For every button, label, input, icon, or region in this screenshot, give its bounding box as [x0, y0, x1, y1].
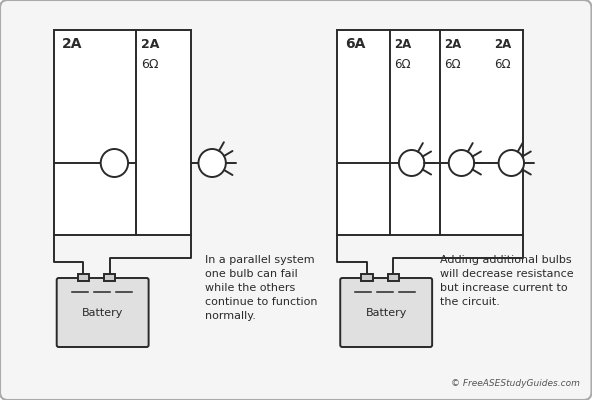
Text: Battery: Battery: [365, 308, 407, 318]
Text: Battery: Battery: [82, 308, 123, 318]
Bar: [338, 30, 523, 235]
Bar: [361, 274, 373, 281]
Circle shape: [499, 150, 524, 176]
Text: 6Ω: 6Ω: [394, 58, 411, 71]
FancyBboxPatch shape: [57, 278, 149, 347]
Text: Adding additional bulbs
will decrease resistance
but increase current to
the cir: Adding additional bulbs will decrease re…: [440, 255, 574, 307]
Text: 2A: 2A: [444, 38, 461, 51]
Text: 2A: 2A: [494, 38, 511, 51]
FancyBboxPatch shape: [340, 278, 432, 347]
Text: 2A: 2A: [62, 37, 82, 51]
Circle shape: [449, 150, 474, 176]
Text: 2A: 2A: [141, 38, 159, 51]
Text: 6Ω: 6Ω: [494, 58, 511, 71]
Circle shape: [198, 149, 226, 177]
Bar: [77, 274, 89, 281]
Text: 2A: 2A: [394, 38, 411, 51]
FancyBboxPatch shape: [0, 0, 592, 400]
Bar: [54, 30, 191, 235]
Bar: [388, 274, 399, 281]
Text: 6Ω: 6Ω: [141, 58, 159, 71]
Text: In a parallel system
one bulb can fail
while the others
continue to function
nor: In a parallel system one bulb can fail w…: [205, 255, 318, 321]
Text: 6Ω: 6Ω: [444, 58, 460, 71]
Circle shape: [100, 149, 128, 177]
Text: 6A: 6A: [345, 37, 365, 51]
Bar: [104, 274, 116, 281]
Circle shape: [399, 150, 424, 176]
Text: © FreeASEStudyGuides.com: © FreeASEStudyGuides.com: [451, 379, 580, 388]
